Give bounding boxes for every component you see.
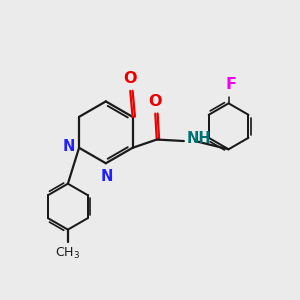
Text: N: N xyxy=(62,139,75,154)
Text: O: O xyxy=(148,94,162,109)
Text: CH$_3$: CH$_3$ xyxy=(55,246,80,261)
Text: NH: NH xyxy=(186,131,211,146)
Text: O: O xyxy=(124,71,137,86)
Text: F: F xyxy=(226,77,236,92)
Text: N: N xyxy=(101,169,113,184)
